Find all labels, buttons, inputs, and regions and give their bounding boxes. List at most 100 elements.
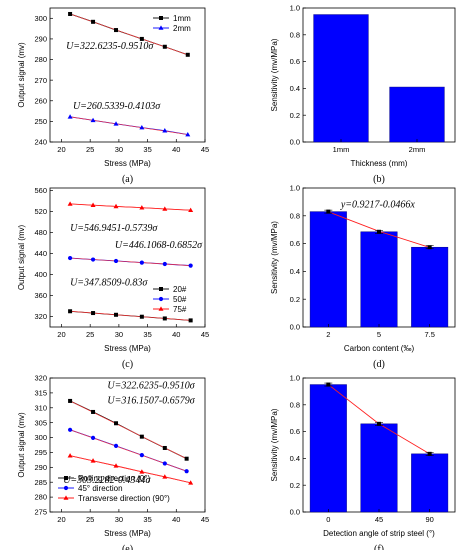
legend-label: 2mm: [173, 24, 191, 33]
y-tick-label: 400: [34, 270, 47, 279]
y-tick-label: 480: [34, 228, 47, 237]
data-point: [139, 314, 144, 319]
value-marker: [377, 229, 381, 234]
data-point: [114, 421, 119, 426]
panel-a-output-signal-vs-stress-thickness: 240 250 260 270 280 290 300 Stress (MPa) Output …: [17, 7, 209, 185]
data-point: [91, 19, 96, 24]
x-tick-label: 35: [143, 145, 151, 154]
data-point: [113, 463, 119, 468]
legend-label: 75#: [173, 305, 187, 314]
data-point: [113, 443, 119, 448]
panel-b-sensitivity-vs-thickness: 0.0 0.2 0.4 0.6 0.8 1.0 Thickness (mm) Sensitiv…: [270, 4, 456, 185]
data-point: [139, 36, 144, 41]
y-tick-label: 1.0: [290, 4, 300, 13]
bar: [309, 384, 347, 513]
y-tick-label: 520: [34, 207, 47, 216]
y-tick-label: 310: [34, 403, 47, 412]
fit-line: [69, 429, 187, 472]
panel-label: (c): [122, 359, 133, 370]
y-tick-label: 275: [34, 508, 47, 517]
legend-marker: [158, 296, 164, 302]
x-tick-label: 45: [375, 515, 383, 524]
plot-frame: [49, 187, 206, 328]
y-tick-label: 300: [34, 433, 47, 442]
data-point: [188, 263, 193, 268]
data-point: [90, 458, 96, 463]
panel-c-output-signal-vs-stress-carbon: 320 360 400 440 480 520 560 Stress (MPa) Output …: [17, 186, 209, 370]
data-point: [139, 124, 145, 130]
data-point: [91, 311, 96, 316]
value-marker: [326, 209, 331, 214]
data-point: [162, 44, 167, 49]
fit-equation: U=303.2282-0.4344σ: [63, 475, 151, 486]
x-tick-label: 25: [86, 515, 94, 524]
legend-marker: [63, 485, 69, 491]
data-point: [67, 453, 73, 458]
x-axis-title: Thickness (mm): [351, 159, 408, 168]
value-marker: [377, 421, 381, 426]
data-point: [185, 52, 190, 57]
y-tick-label: 1.0: [290, 374, 300, 383]
panel-label: (f): [374, 544, 384, 550]
plot-frame: [302, 7, 456, 143]
fit-equation: U=546.9451-0.5739σ: [70, 223, 158, 234]
data-point: [139, 469, 145, 474]
x-axis-title: Stress (MPa): [104, 344, 151, 353]
legend-marker: [158, 25, 164, 30]
data-point: [113, 203, 119, 209]
plot-frame: [49, 7, 206, 143]
x-axis-title: Stress (MPa): [104, 529, 151, 538]
y-axis-title: Output signal (mv): [17, 224, 26, 290]
bar: [309, 211, 347, 328]
data-point: [67, 201, 73, 206]
data-point: [67, 114, 73, 119]
y-tick-label: 305: [34, 418, 47, 427]
data-point: [162, 445, 167, 450]
fit-equation: y=0.9217-0.0466x: [340, 199, 416, 210]
data-point: [68, 398, 73, 403]
y-tick-label: 1.0: [290, 184, 300, 193]
y-tick-label: 0.4: [290, 267, 300, 276]
x-tick-label: 7.5: [424, 330, 434, 339]
fit-equation: U=316.1507-0.6579σ: [107, 395, 195, 406]
legend: 20#50#75#: [153, 285, 187, 314]
data-point: [68, 11, 73, 16]
fit-line: [70, 310, 191, 321]
y-tick-label: 285: [34, 478, 47, 487]
y-tick-label: 270: [34, 76, 47, 85]
data-point: [67, 427, 73, 432]
x-tick-label: 30: [115, 145, 123, 154]
bar: [411, 246, 449, 328]
plot-frame: [49, 377, 206, 513]
x-tick-label: 25: [86, 330, 94, 339]
y-axis-title: Sensitivity (mv/MPa): [270, 408, 279, 481]
y-axis-title: Output signal (mv): [17, 412, 26, 478]
fit-equation: U=322.6235-0.9510σ: [107, 380, 195, 391]
y-tick-label: 360: [34, 291, 47, 300]
x-tick-label: 40: [172, 145, 180, 154]
data-point: [90, 117, 96, 123]
y-tick-label: 315: [34, 388, 47, 397]
data-point: [113, 121, 119, 126]
fit-line: [69, 13, 188, 56]
y-tick-label: 0.8: [290, 211, 300, 220]
fit-equation: U=446.1068-0.6852σ: [115, 240, 203, 251]
bar: [360, 231, 398, 328]
y-tick-label: 0.4: [290, 84, 300, 93]
value-marker: [427, 451, 432, 456]
data-point: [90, 202, 96, 207]
y-tick-label: 280: [34, 493, 47, 502]
y-tick-label: 260: [34, 96, 47, 105]
data-point: [139, 260, 144, 265]
legend-marker: [63, 495, 69, 500]
data-point: [139, 434, 144, 439]
x-axis-title: Stress (MPa): [104, 159, 151, 168]
legend-marker: [159, 287, 163, 291]
x-tick-label: 20: [57, 330, 65, 339]
y-tick-label: 0.6: [290, 57, 300, 66]
data-point: [162, 261, 167, 267]
panel-label: (e): [122, 544, 133, 550]
legend: Rolling direction (0°)45° directionTrans…: [58, 474, 170, 503]
data-point: [90, 435, 96, 440]
